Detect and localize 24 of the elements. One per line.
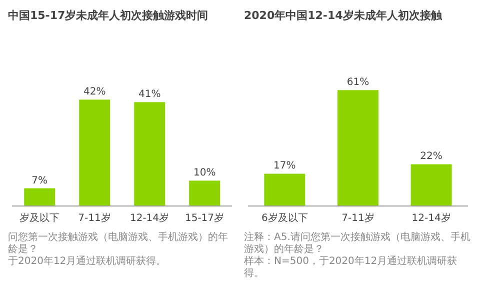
text: 注释：A5.请问您第一次接触游戏（电脑游戏、手机游戏）的年龄是？ <box>244 232 472 256</box>
x-tick-label: 6岁及以下 <box>261 212 308 224</box>
x-tick-label: 12-14岁 <box>130 212 170 224</box>
x-tick-label: 12-14岁 <box>412 212 451 224</box>
data-label: 22% <box>420 151 442 162</box>
chart-title: 中国15-17岁未成年人初次接触游戏时间 <box>8 8 210 24</box>
bar <box>24 188 56 206</box>
chart-title: 2020年中国12-14岁未成年人初次接触 <box>244 8 444 24</box>
text: 样本：N=500，于2020年12月通过联机调研获得。 <box>244 256 458 280</box>
x-tick-label: 岁及以下 <box>20 212 60 224</box>
x-tick-label: 7-11岁 <box>342 212 374 224</box>
data-label: 7% <box>32 175 48 186</box>
text: 于2020年12月通过联机调研获得。 <box>8 256 168 268</box>
data-label: 41% <box>138 89 161 100</box>
x-tick-label: 7-11岁 <box>78 212 111 224</box>
bar <box>189 180 220 206</box>
data-label: 17% <box>274 160 296 172</box>
data-label: 61% <box>346 77 370 88</box>
text: 问您第一次接触游戏（电脑游戏、手机游戏）的年龄是？ <box>8 232 229 256</box>
bar <box>79 100 110 206</box>
x-tick-label: 15-17岁 <box>184 212 224 224</box>
bar <box>134 102 166 206</box>
data-label: 10% <box>193 168 216 179</box>
data-label: 42% <box>83 86 106 98</box>
